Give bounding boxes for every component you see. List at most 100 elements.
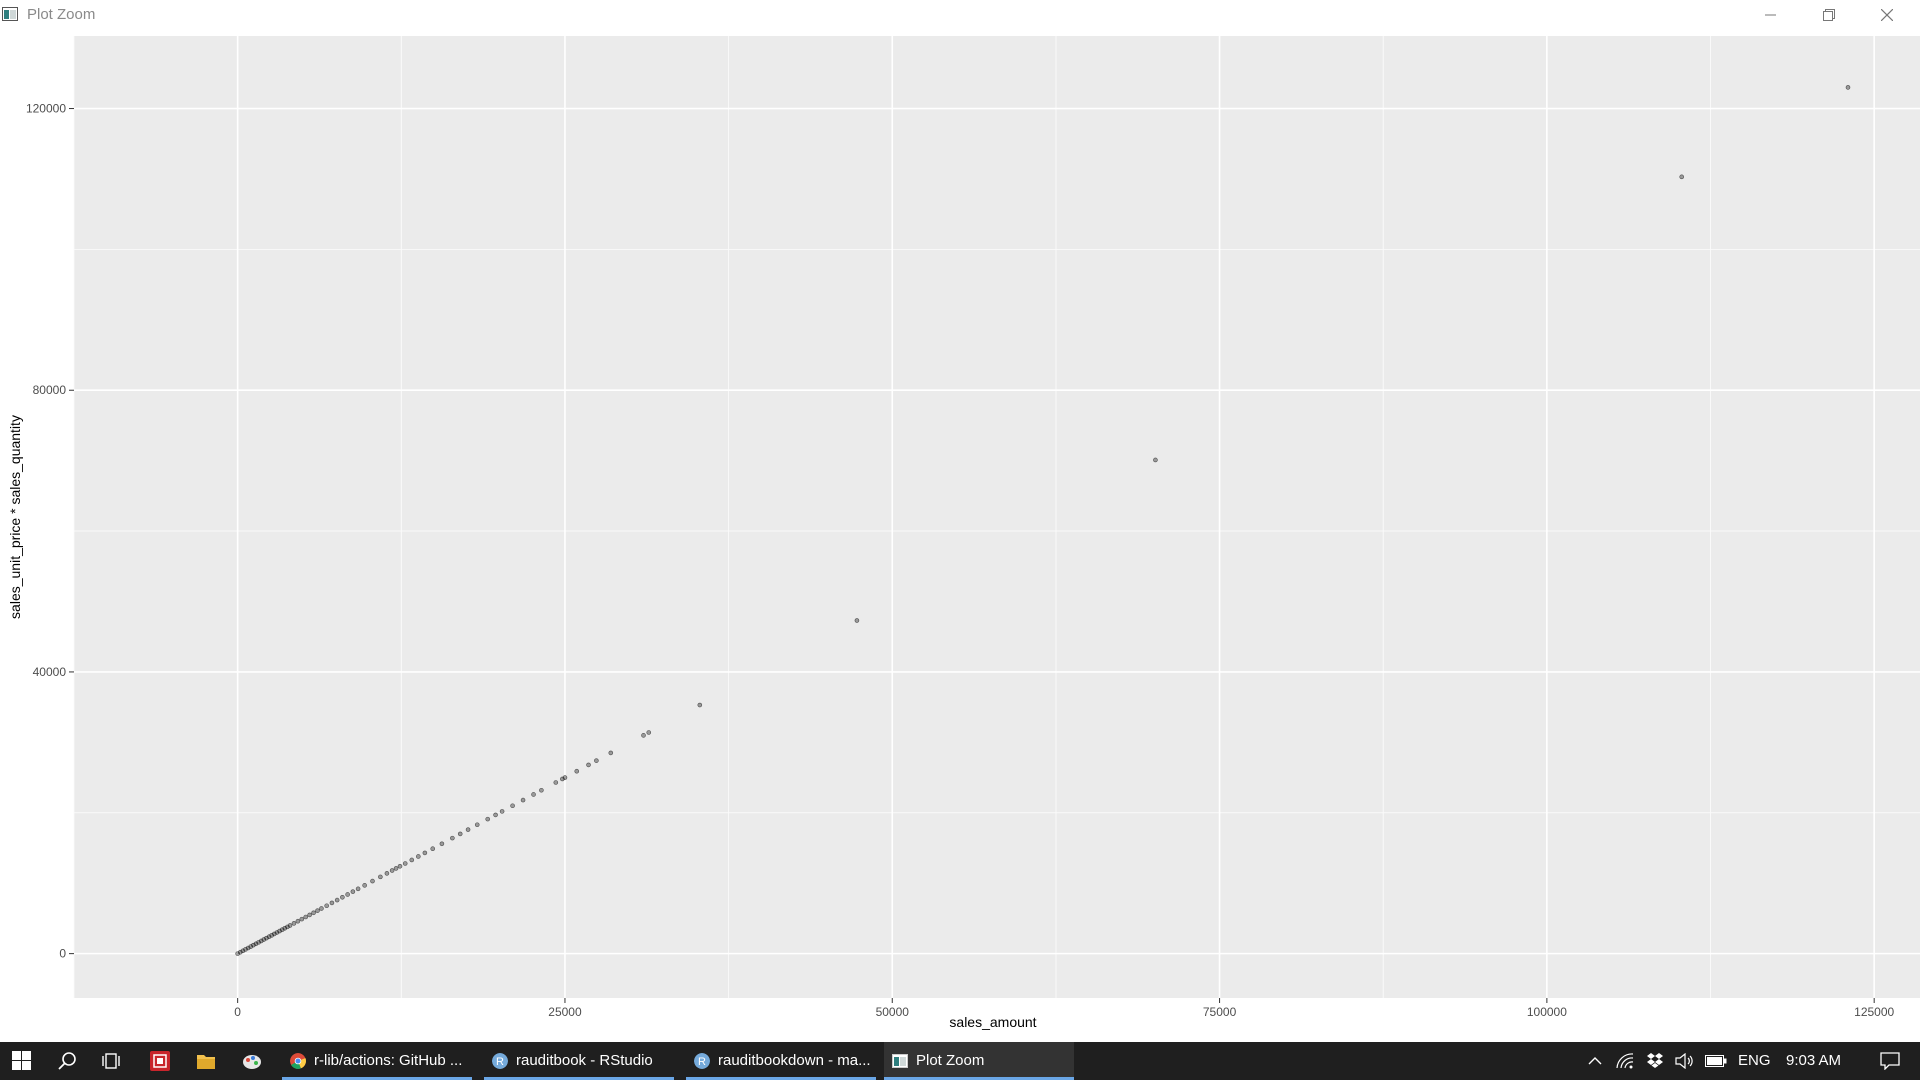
data-point	[282, 925, 288, 931]
data-point	[334, 897, 340, 903]
running-indicator	[686, 1077, 876, 1080]
data-point	[243, 947, 248, 952]
task-view-icon	[102, 1053, 120, 1069]
data-point	[553, 780, 559, 785]
x-tick-label: 100000	[1527, 1005, 1567, 1019]
taskbar-app-label: r-lib/actions: GitHub ...	[314, 1052, 463, 1069]
taskbar-app-chrome[interactable]: r-lib/actions: GitHub ...	[282, 1042, 472, 1080]
data-point	[384, 871, 390, 876]
pinned-app-red[interactable]	[140, 1042, 180, 1080]
x-tick-label: 25000	[548, 1005, 582, 1019]
data-point	[345, 892, 350, 897]
restore-icon	[1823, 9, 1835, 21]
y-tick-label: 0	[59, 947, 66, 961]
x-axis-label: sales_amount	[949, 1014, 1036, 1030]
data-point	[355, 886, 361, 892]
window-title: Plot Zoom	[27, 6, 96, 23]
data-point	[485, 816, 491, 822]
taskbar-app-label: rauditbookdown - ma...	[718, 1052, 871, 1069]
action-center-button[interactable]	[1868, 1042, 1912, 1080]
data-point	[235, 951, 240, 956]
data-point	[285, 924, 290, 930]
data-point	[531, 792, 536, 797]
data-point	[253, 941, 259, 947]
data-point	[439, 841, 445, 847]
clock[interactable]: 9:03 AM	[1782, 1042, 1866, 1080]
minimize-button[interactable]	[1748, 0, 1794, 30]
data-point	[594, 758, 599, 763]
data-point	[287, 923, 293, 928]
data-point	[299, 916, 305, 922]
show-hidden-icons-button[interactable]	[1582, 1042, 1608, 1080]
dropbox-icon	[1647, 1053, 1663, 1068]
data-point	[256, 940, 261, 945]
data-point	[350, 889, 356, 894]
data-point	[261, 937, 267, 942]
data-point	[370, 878, 375, 884]
plot-panel	[74, 36, 1920, 998]
battery-icon	[1705, 1055, 1727, 1067]
y-tick-label: 80000	[33, 383, 67, 397]
close-icon	[1881, 9, 1893, 21]
data-point	[378, 874, 383, 880]
x-tick-label: 125000	[1854, 1005, 1894, 1019]
data-point	[237, 949, 243, 955]
chrome-icon	[290, 1053, 306, 1069]
data-point	[493, 812, 498, 818]
close-button[interactable]	[1864, 0, 1910, 30]
data-point	[641, 733, 646, 738]
plot-zoom-app-icon	[2, 7, 18, 21]
data-point	[1845, 85, 1851, 90]
rstudio-icon: R	[694, 1053, 710, 1069]
dropbox-button[interactable]	[1642, 1042, 1668, 1080]
rstudio-icon: R	[492, 1053, 508, 1069]
data-point	[277, 928, 282, 934]
taskbar-app-rstudio[interactable]: R rauditbook - RStudio	[484, 1042, 674, 1080]
data-point	[697, 702, 703, 708]
data-point	[393, 866, 399, 871]
data-points	[235, 85, 1851, 956]
data-point	[248, 944, 254, 949]
taskbar-app-label: Plot Zoom	[916, 1052, 985, 1069]
search-button[interactable]	[48, 1042, 88, 1080]
x-tick-label: 75000	[1203, 1005, 1237, 1019]
paint-icon	[243, 1055, 261, 1069]
taskbar-app-plot-zoom[interactable]: Plot Zoom	[884, 1042, 1074, 1080]
presentation-app-icon	[150, 1051, 170, 1071]
data-point	[465, 827, 471, 832]
plot-zoom-icon	[892, 1054, 908, 1068]
restore-button[interactable]	[1806, 0, 1852, 30]
task-view-button[interactable]	[92, 1042, 132, 1080]
file-explorer-button[interactable]	[186, 1042, 226, 1080]
y-tick-label: 40000	[33, 665, 67, 679]
axes: 0 25000 50000 75000 100000 125000 0 40000 80000 1…	[26, 102, 1895, 1019]
data-point	[291, 921, 297, 926]
network-button[interactable]	[1612, 1042, 1638, 1080]
x-tick-label: 0	[234, 1005, 241, 1019]
data-point	[279, 927, 285, 932]
data-point	[251, 942, 256, 948]
data-point	[409, 857, 415, 863]
battery-button[interactable]	[1702, 1042, 1730, 1080]
windows-icon	[12, 1051, 31, 1070]
y-tick-label: 120000	[26, 102, 66, 116]
data-point	[1153, 457, 1158, 463]
folder-icon	[197, 1055, 215, 1069]
pinned-app-paint[interactable]	[232, 1042, 272, 1080]
data-point	[510, 803, 515, 809]
start-button[interactable]	[2, 1042, 42, 1080]
language-indicator[interactable]: ENG	[1736, 1042, 1776, 1080]
data-point	[269, 933, 274, 938]
data-point	[266, 934, 272, 940]
volume-button[interactable]	[1672, 1042, 1698, 1080]
data-point	[416, 854, 421, 859]
data-point	[854, 618, 860, 623]
taskbar-app-rstudio-2[interactable]: R rauditbookdown - ma...	[686, 1042, 876, 1080]
language-label: ENG	[1738, 1052, 1771, 1069]
data-point	[245, 945, 251, 951]
data-point	[329, 900, 335, 906]
data-point	[311, 910, 316, 916]
data-point	[430, 846, 436, 851]
taskbar-app-label: rauditbook - RStudio	[516, 1052, 653, 1069]
data-point	[608, 750, 614, 756]
